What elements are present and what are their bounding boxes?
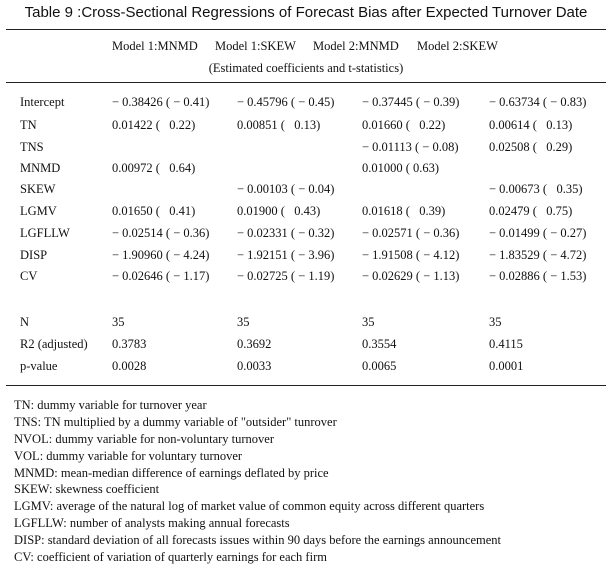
table-subheader: (Estimated coefficients and t-statistics…: [208, 61, 404, 75]
note-line: LGMV: average of the natural log of mark…: [14, 499, 485, 514]
table-row: TNS − 0.01113 ( − 0.08) 0.02508 ( 0.29): [0, 140, 612, 158]
table-cell: − 0.02514 ( − 0.36): [112, 226, 210, 240]
table-cell: 35: [237, 315, 250, 329]
note-line: SKEW: skewness coefficient: [14, 482, 160, 497]
table-cell: 35: [362, 315, 375, 329]
table-row: CV − 0.02646 ( − 1.17) − 0.02725 ( − 1.19)…: [0, 269, 612, 287]
table-row: Intercept − 0.38426 ( − 0.41) − 0.45796 ( …: [0, 95, 612, 113]
note-line: LGFLLW: number of analysts making annual…: [14, 516, 290, 531]
table-cell: 0.3783: [112, 337, 147, 351]
table-row: SKEW − 0.00103 ( − 0.04) − 0.00673 ( 0.35): [0, 182, 612, 200]
row-label: Intercept: [20, 95, 65, 109]
table-cell: 0.01650 ( 0.41): [112, 204, 196, 218]
row-label: p-value: [20, 359, 58, 373]
table-row: LGMV 0.01650 ( 0.41) 0.01900 ( 0.43) 0.0161…: [0, 204, 612, 222]
table-cell: − 1.90960 ( − 4.24): [112, 248, 210, 262]
note-line: MNMD: mean-median difference of earnings…: [14, 465, 329, 480]
table-cell: − 0.37445 ( − 0.39): [362, 95, 460, 109]
table-cell: − 0.02629 ( − 1.13): [362, 269, 460, 283]
column-header-2: Model 1:SKEW: [215, 39, 296, 53]
table-cell: − 0.45796 ( − 0.45): [237, 95, 335, 109]
table-cell: 0.00851 ( 0.13): [237, 118, 321, 132]
header-rule: [6, 82, 606, 83]
table-cell: 0.3692: [237, 337, 272, 351]
top-rule: [6, 29, 606, 30]
table-cell: 35: [112, 315, 125, 329]
table-cell: − 0.00103 ( − 0.04): [237, 182, 335, 196]
table-row: LGFLLW − 0.02514 ( − 0.36) − 0.02331 ( − 0…: [0, 226, 612, 244]
row-label: DISP: [20, 248, 48, 262]
table-cell: − 1.92151 ( − 3.96): [237, 248, 335, 262]
row-label: TN: [20, 118, 37, 132]
table-cell: − 0.02331 ( − 0.32): [237, 226, 335, 240]
row-label: N: [20, 315, 30, 329]
table-cell: − 0.02646 ( − 1.17): [112, 269, 210, 283]
row-label: MNMD: [20, 161, 61, 175]
note-line: DISP: standard deviation of all forecast…: [14, 533, 502, 548]
notes-list: TN: dummy variable for turnover year TNS:…: [14, 397, 501, 566]
row-label: TNS: [20, 140, 44, 154]
table-cell: − 0.01113 ( − 0.08): [362, 140, 459, 154]
table-cell: 0.0001: [489, 359, 524, 373]
table-cell: − 1.91508 ( − 4.12): [362, 248, 460, 262]
table-row: DISP − 1.90960 ( − 4.24) − 1.92151 ( − 3.9…: [0, 248, 612, 266]
table-cell: 0.00972 ( 0.64): [112, 161, 196, 175]
table-cell: 0.01900 ( 0.43): [237, 204, 321, 218]
table-row: MNMD 0.00972 ( 0.64) 0.01000 ( 0.63): [0, 161, 612, 179]
table-cell: 35: [489, 315, 502, 329]
row-label: LGMV: [20, 204, 57, 218]
table-cell: 0.0028: [112, 359, 147, 373]
stat-row: p-value 0.0028 0.0033 0.0065 0.0001: [0, 359, 612, 377]
table-cell: 0.01618 ( 0.39): [362, 204, 446, 218]
row-label: CV: [20, 269, 38, 283]
table-cell: − 0.63734 ( − 0.83): [489, 95, 587, 109]
note-line: TN: dummy variable for turnover year: [14, 398, 207, 412]
row-label: LGFLLW: [20, 226, 70, 240]
row-label: SKEW: [20, 182, 56, 196]
table-cell: 0.3554: [362, 337, 397, 351]
table-cell: − 1.83529 ( − 4.72): [489, 248, 587, 262]
stat-row: N 35 35 35 35: [0, 315, 612, 333]
table-cell: 0.01000 ( 0.63): [362, 161, 440, 175]
table-cell: 0.0033: [237, 359, 272, 373]
table-title: Table 9 :Cross-Sectional Regressions of …: [24, 4, 588, 21]
table-row: TN 0.01422 ( 0.22) 0.00851 ( 0.13) 0.01660 …: [0, 118, 612, 136]
table-cell: − 0.02886 ( − 1.53): [489, 269, 587, 283]
column-header-1: Model 1:MNMD: [112, 39, 198, 53]
stat-row: R2 (adjusted) 0.3783 0.3692 0.3554 0.4115: [0, 337, 612, 355]
bottom-rule: [6, 385, 606, 386]
table-cell: 0.4115: [489, 337, 523, 351]
note-line: TNS: TN multiplied by a dummy variable o…: [14, 414, 337, 429]
table-cell: − 0.02725 ( − 1.19): [237, 269, 335, 283]
note-line: NVOL: dummy variable for non-voluntary t…: [14, 431, 275, 446]
table-cell: 0.01422 ( 0.22): [112, 118, 196, 132]
table-cell: 0.02479 ( 0.75): [489, 204, 573, 218]
table-cell: − 0.02571 ( − 0.36): [362, 226, 460, 240]
table-cell: 0.01660 ( 0.22): [362, 118, 446, 132]
row-label: R2 (adjusted): [20, 337, 88, 351]
table-cell: 0.0065: [362, 359, 397, 373]
table-cell: 0.02508 ( 0.29): [489, 140, 573, 154]
note-line: CV: coefficient of variation of quarterl…: [14, 550, 327, 565]
table-cell: − 0.38426 ( − 0.41): [112, 95, 210, 109]
table-cell: 0.00614 ( 0.13): [489, 118, 573, 132]
table-cell: − 0.01499 ( − 0.27): [489, 226, 587, 240]
column-header-4: Model 2:SKEW: [417, 39, 498, 53]
note-line: VOL: dummy variable for voluntary turnov…: [14, 448, 243, 463]
column-header-3: Model 2:MNMD: [313, 39, 399, 53]
table-cell: − 0.00673 ( 0.35): [489, 182, 583, 196]
